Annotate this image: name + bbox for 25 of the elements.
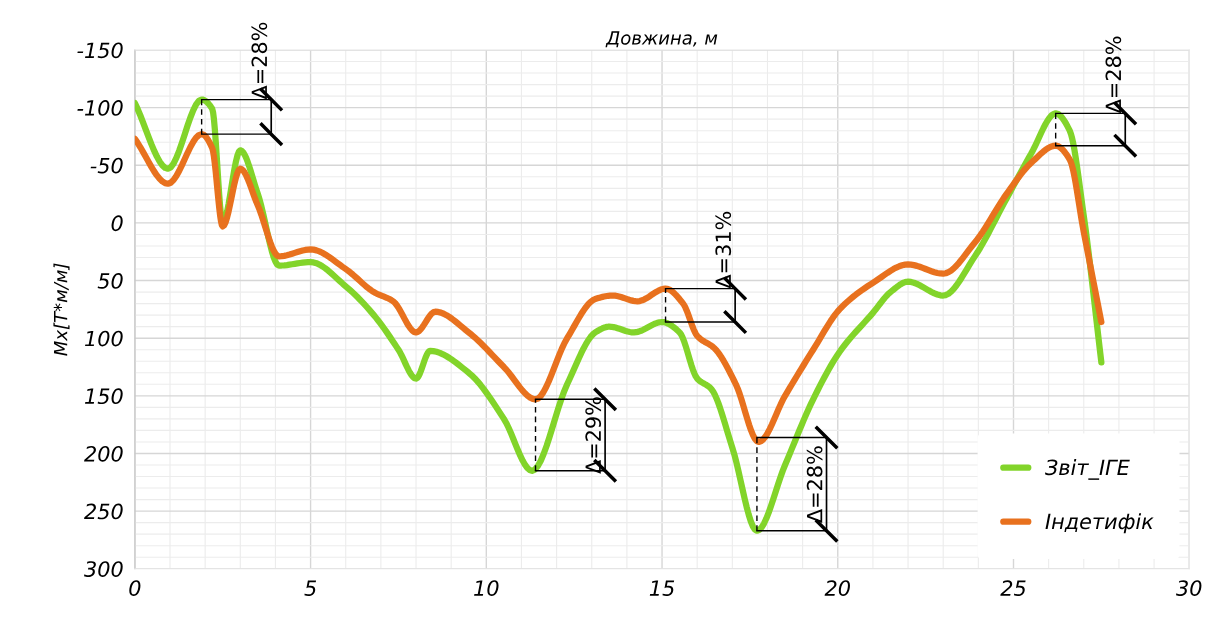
y-tick-label: 250 (84, 503, 123, 520)
y-tick-label: -150 (77, 42, 123, 59)
y-tick-label: 100 (85, 330, 123, 347)
x-tick-label: 10 (474, 580, 499, 596)
y-tick-label: 150 (85, 388, 123, 405)
chart-title: Довжина, м (605, 31, 718, 48)
annotation: Δ=28% (806, 446, 823, 523)
x-tick-label: 20 (824, 580, 850, 596)
annotation: Δ=31% (715, 211, 732, 289)
annotation: Δ=28% (1105, 36, 1122, 114)
annotation: Δ=28% (251, 22, 268, 100)
y-tick-label: 200 (84, 445, 123, 462)
y-axis-title: Mx[Т*м/м] (53, 263, 70, 356)
x-tick-label: 15 (649, 580, 675, 596)
y-tick-label: -50 (90, 157, 123, 174)
legend-label: Звіт_ІГЕ (1044, 459, 1130, 480)
y-tick-label: -100 (77, 100, 123, 116)
y-tick-label: 50 (97, 273, 123, 289)
x-tick-label: 25 (1000, 580, 1026, 596)
x-tick-label: 5 (304, 580, 317, 596)
legend-label: Індетифік (1045, 513, 1154, 534)
x-tick-label: 0 (129, 580, 141, 596)
x-tick-label: 30 (1176, 580, 1202, 596)
y-tick-label: 300 (84, 561, 123, 577)
y-tick-label: 0 (111, 215, 123, 232)
